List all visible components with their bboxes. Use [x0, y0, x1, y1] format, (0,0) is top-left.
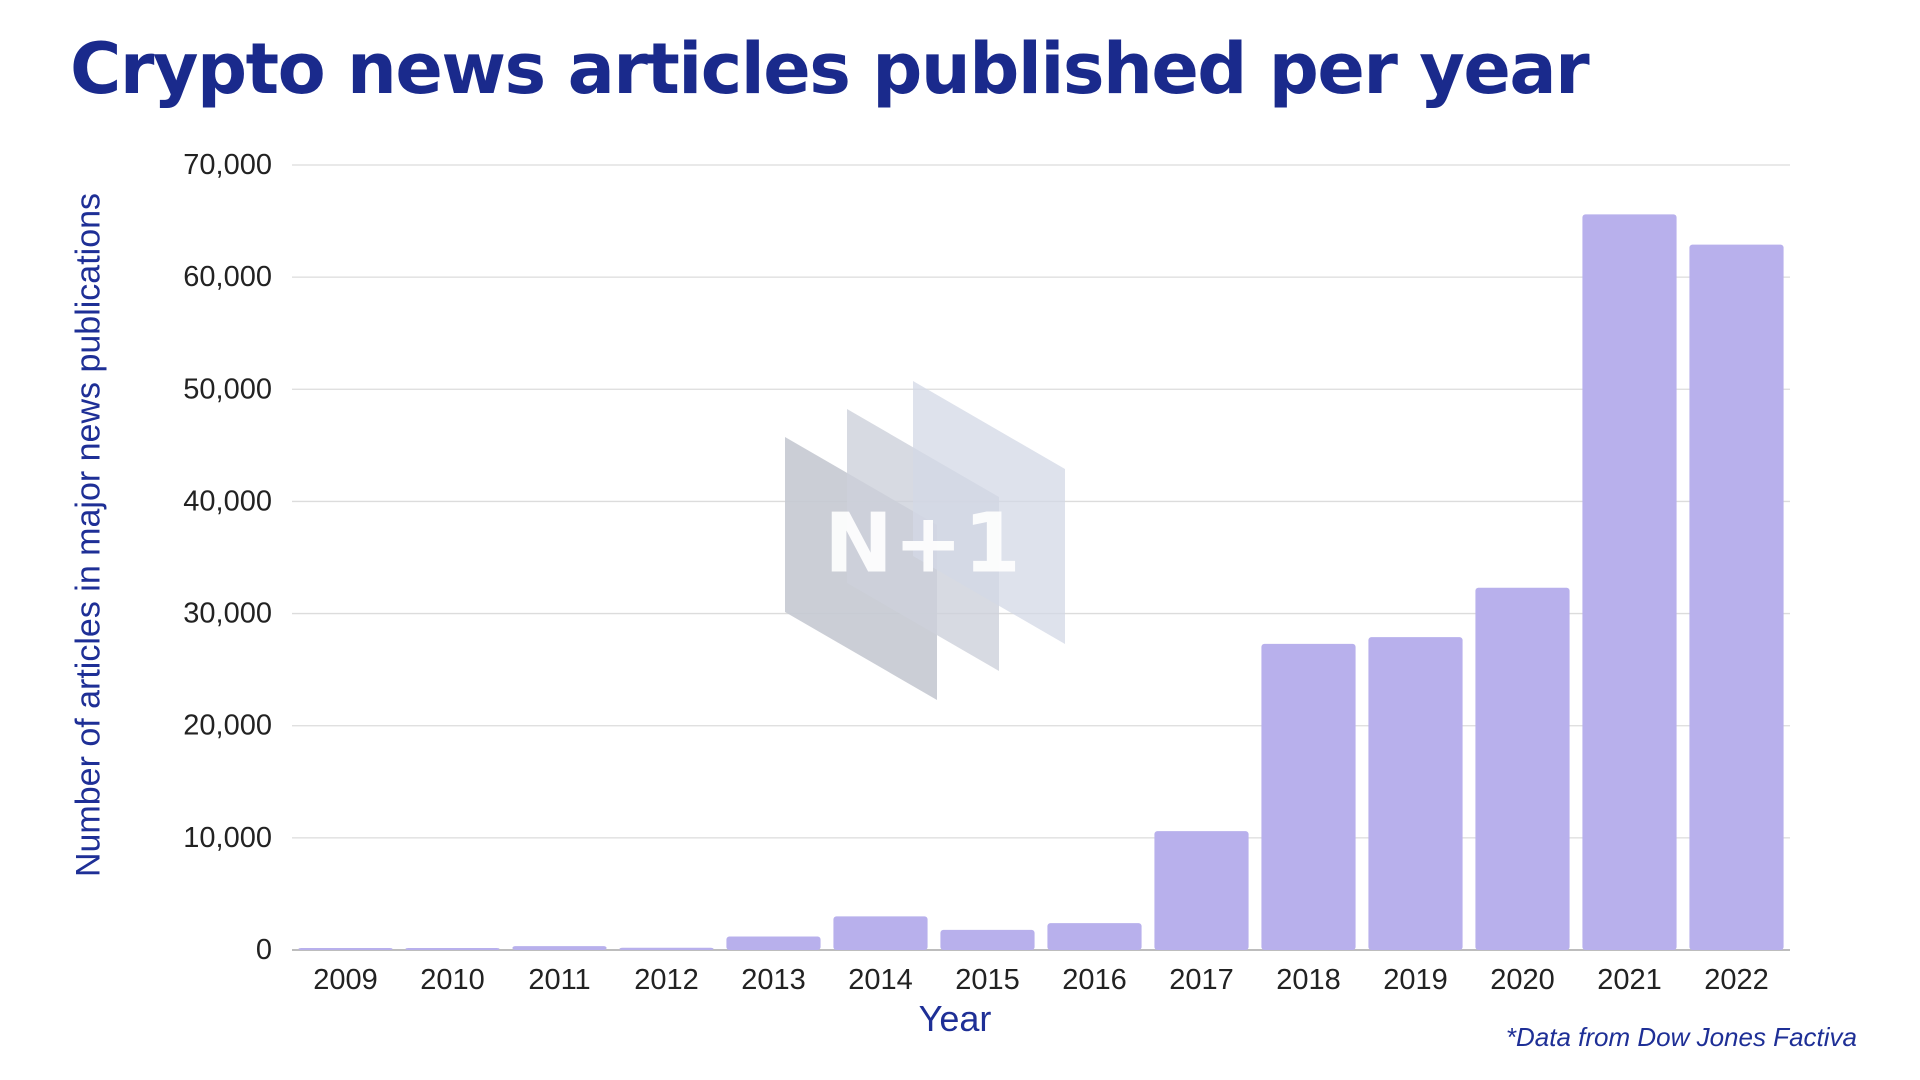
chart-title: Crypto news articles published per year	[70, 28, 1590, 110]
x-tick-label: 2019	[1383, 964, 1448, 996]
x-axis-title: Year	[918, 998, 992, 1039]
bar-2021	[1582, 214, 1677, 951]
x-tick-label: 2017	[1169, 964, 1234, 996]
x-tick-label: 2014	[848, 964, 913, 996]
bar-2013	[726, 936, 821, 950]
y-tick-label: 10,000	[183, 822, 272, 854]
y-tick-label: 60,000	[183, 261, 272, 293]
watermark-text: N+1	[824, 496, 1022, 592]
bar-2012	[619, 947, 714, 950]
y-tick-label: 50,000	[183, 373, 272, 405]
source-footnote: *Data from Dow Jones Factiva	[1505, 1022, 1857, 1052]
bar-2009	[298, 948, 393, 950]
bar-2019	[1368, 637, 1463, 950]
x-tick-label: 2010	[420, 964, 485, 996]
bar-2011	[512, 946, 607, 950]
bar-2022	[1689, 244, 1784, 950]
bar-2014	[833, 916, 928, 950]
y-tick-label: 70,000	[183, 149, 272, 181]
x-tick-label: 2021	[1597, 964, 1662, 996]
bar-2020	[1475, 587, 1570, 950]
y-tick-label: 40,000	[183, 485, 272, 517]
x-tick-label: 2015	[955, 964, 1020, 996]
bar-2017	[1154, 831, 1249, 950]
y-tick-label: 30,000	[183, 598, 272, 630]
x-tick-label: 2011	[528, 964, 590, 996]
bars	[298, 214, 1784, 951]
n-plus-one-watermark-logo	[785, 381, 1065, 700]
bar-2015	[940, 929, 1035, 950]
x-tick-label: 2009	[313, 964, 378, 996]
x-tick-label: 2020	[1490, 964, 1555, 996]
x-axis-ticks: 2009 2010 2011 2012 2013 2014 2015 2016 2017 2018…	[313, 964, 1769, 996]
y-tick-label: 20,000	[183, 710, 272, 742]
y-tick-label: 0	[256, 934, 272, 966]
x-tick-label: 2022	[1704, 964, 1769, 996]
bar-2010	[405, 948, 500, 950]
bar-2016	[1047, 923, 1142, 950]
x-tick-label: 2013	[741, 964, 806, 996]
bar-2018	[1261, 643, 1356, 950]
x-tick-label: 2012	[634, 964, 699, 996]
x-tick-label: 2016	[1062, 964, 1127, 996]
x-tick-label: 2018	[1276, 964, 1341, 996]
y-axis-ticks: 0 10,000 20,000 30,000 40,000 50,000 60,000 70,…	[183, 149, 272, 966]
